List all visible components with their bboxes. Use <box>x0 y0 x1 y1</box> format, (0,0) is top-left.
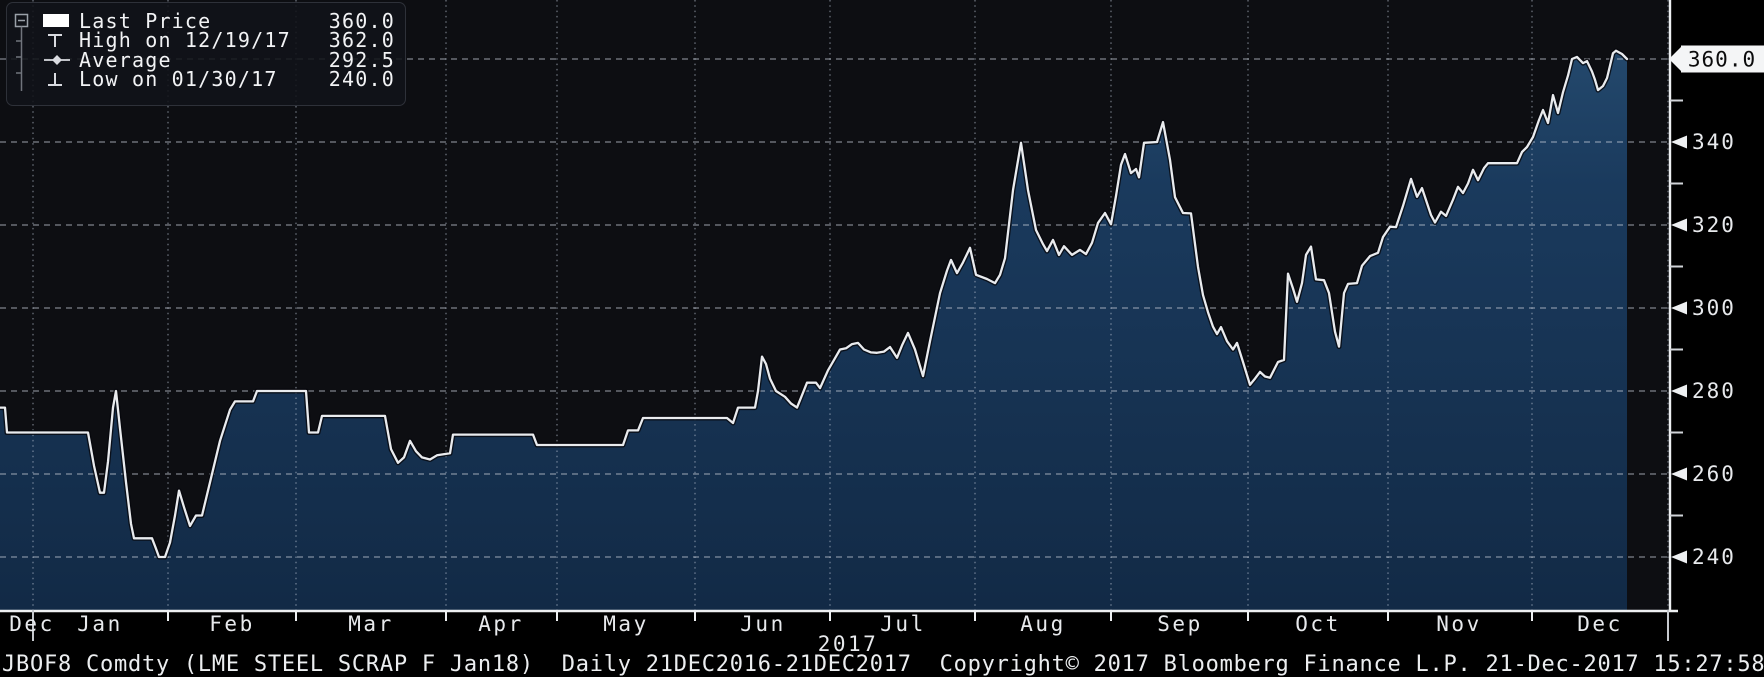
y-axis-label: 300 <box>1692 296 1736 320</box>
y-axis-label: 240 <box>1692 545 1736 569</box>
high-marker-icon <box>43 32 79 49</box>
x-axis-month-label: Apr <box>478 612 523 636</box>
legend-row-low[interactable]: Low on 01/30/17 240.0 <box>43 67 395 92</box>
average-marker-icon <box>43 53 79 67</box>
price-area <box>0 50 1627 610</box>
x-axis-month-label: Feb <box>209 612 254 636</box>
last-price-swatch-icon <box>43 14 79 28</box>
chart-legend: Last Price 360.0 High on 12/19/17 362.0 … <box>6 2 406 106</box>
y-axis-tick-pointer <box>1671 301 1687 315</box>
legend-label: Average <box>79 47 172 72</box>
last-price-axis-callout: 360.0 <box>1669 45 1764 73</box>
y-axis-label: 280 <box>1692 379 1736 403</box>
legend-label: Low on 01/30/17 <box>79 67 278 92</box>
x-axis-month-label: Jan <box>77 612 122 636</box>
legend-row-average[interactable]: Average 292.5 <box>43 47 395 72</box>
x-axis-month-label: Dec <box>1577 612 1622 636</box>
y-axis-tick-pointer <box>1671 135 1687 149</box>
x-axis-month-label: Jul <box>880 612 925 636</box>
x-axis-month-label: Aug <box>1020 612 1065 636</box>
legend-value: 240.0 <box>328 67 395 92</box>
low-marker-icon <box>43 71 79 88</box>
y-axis-label: 260 <box>1692 462 1736 486</box>
legend-label: High on 12/19/17 <box>79 28 291 53</box>
legend-value: 360.0 <box>328 8 395 33</box>
y-axis-label: 320 <box>1692 213 1736 237</box>
callout-arrow <box>1669 46 1682 72</box>
legend-value: 362.0 <box>328 28 395 53</box>
x-axis-month-label: Sep <box>1157 612 1202 636</box>
x-axis-month-label: Dec <box>9 612 54 636</box>
x-axis-month-label: Mar <box>348 612 393 636</box>
last-price-value: 360.0 <box>1688 48 1756 72</box>
price-line <box>0 49 1629 559</box>
x-axis-month-label: Oct <box>1295 612 1340 636</box>
legend-row-last-price[interactable]: Last Price 360.0 <box>43 8 395 33</box>
legend-rows: Last Price 360.0 High on 12/19/17 362.0 … <box>43 8 395 105</box>
y-axis-tick-pointer <box>1671 550 1687 564</box>
y-axis-label: 340 <box>1692 130 1736 154</box>
chart-tracker-widget[interactable] <box>13 11 39 95</box>
x-axis-year-label: 2017 <box>818 632 879 656</box>
legend-row-high[interactable]: High on 12/19/17 362.0 <box>43 28 395 53</box>
y-axis-tick-pointer <box>1671 384 1687 398</box>
callout-box <box>1681 45 1764 73</box>
y-axis-tick-pointer <box>1671 218 1687 232</box>
y-axis-tick-pointer <box>1671 467 1687 481</box>
x-axis-month-label: Jun <box>740 612 785 636</box>
status-bar: JBOF8 Comdty (LME STEEL SCRAP F Jan18) D… <box>2 652 1764 677</box>
legend-value: 292.5 <box>328 47 395 72</box>
legend-label: Last Price <box>79 8 212 33</box>
x-axis-month-label: May <box>603 612 648 636</box>
x-axis-month-label: Nov <box>1436 612 1481 636</box>
